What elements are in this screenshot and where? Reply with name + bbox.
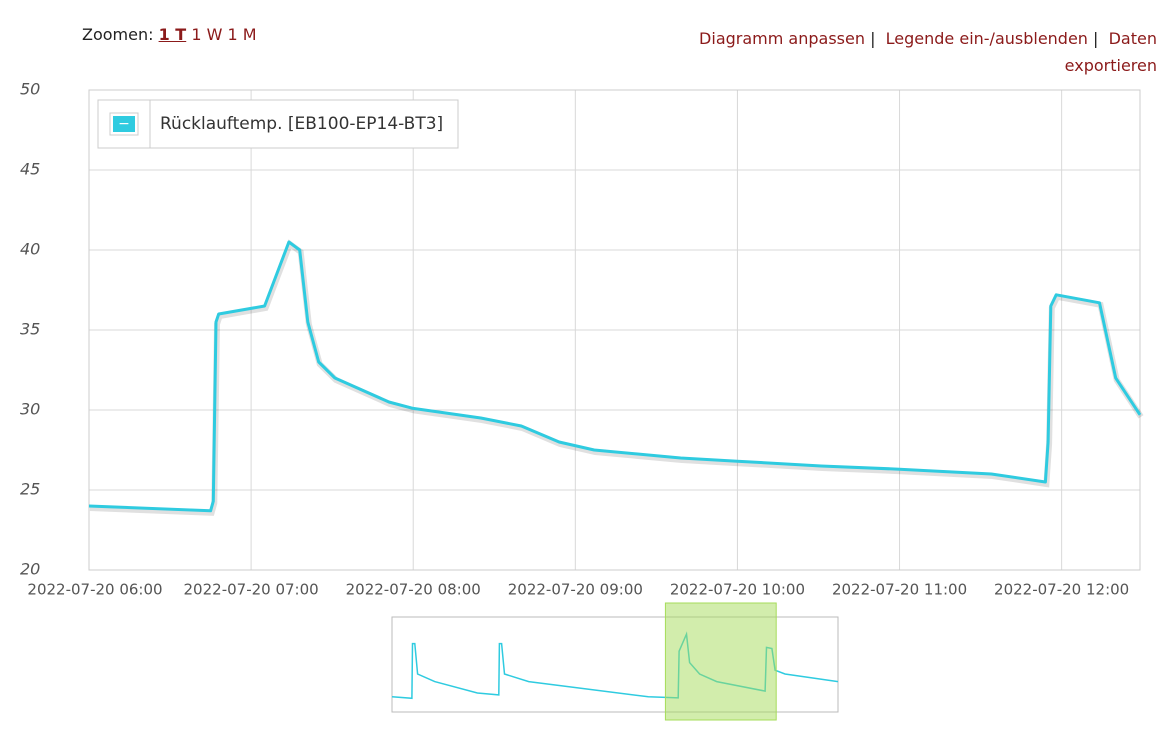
zoom-label: Zoomen: <box>82 25 154 44</box>
x-tick-label: 2022-07-20 07:00 <box>184 581 319 599</box>
link[interactable]: Legende ein-/ausblenden <box>885 29 1088 48</box>
x-tick-label: 2022-07-20 10:00 <box>670 581 805 599</box>
legend-swatch <box>113 116 135 132</box>
link[interactable]: Daten exportieren <box>1064 29 1157 75</box>
zoom-bar: Zoomen: 1 T 1 W 1 M <box>82 25 257 44</box>
x-tick-label: 2022-07-20 11:00 <box>832 581 967 599</box>
x-tick-label: 2022-07-20 09:00 <box>508 581 643 599</box>
line <box>88 240 1142 513</box>
separator: | <box>1093 29 1099 48</box>
x-tick-label: 2022-07-20 08:00 <box>346 581 481 599</box>
y-tick-label: 40 <box>20 240 40 259</box>
y-tick-label: 45 <box>20 160 40 179</box>
legend-icon-sign: − <box>118 116 130 132</box>
plot-border <box>88 89 1141 571</box>
link[interactable]: Diagramm anpassen <box>699 29 865 48</box>
zoom-option[interactable]: 1 W <box>191 25 223 44</box>
x-tick-label: 2022-07-20 12:00 <box>994 581 1129 599</box>
y-tick-label: 25 <box>20 480 40 499</box>
legend-box <box>97 99 459 149</box>
separator: | <box>870 29 876 48</box>
navigator-window[interactable] <box>664 602 777 721</box>
zoom-option[interactable]: 1 M <box>227 25 257 44</box>
legend-label: Rücklauftemp. [EB100-EP14-BT3] <box>160 114 443 134</box>
y-tick-label: 50 <box>20 80 40 99</box>
y-tick-label: 20 <box>20 560 40 579</box>
zoom-option[interactable]: 1 T <box>158 25 187 44</box>
x-tick-label: 2022-07-20 06:00 <box>27 581 162 599</box>
y-tick-label: 35 <box>20 320 40 339</box>
link-bar: Diagramm anpassen | Legende ein-/ausblen… <box>637 25 1157 79</box>
y-tick-label: 30 <box>20 400 40 419</box>
